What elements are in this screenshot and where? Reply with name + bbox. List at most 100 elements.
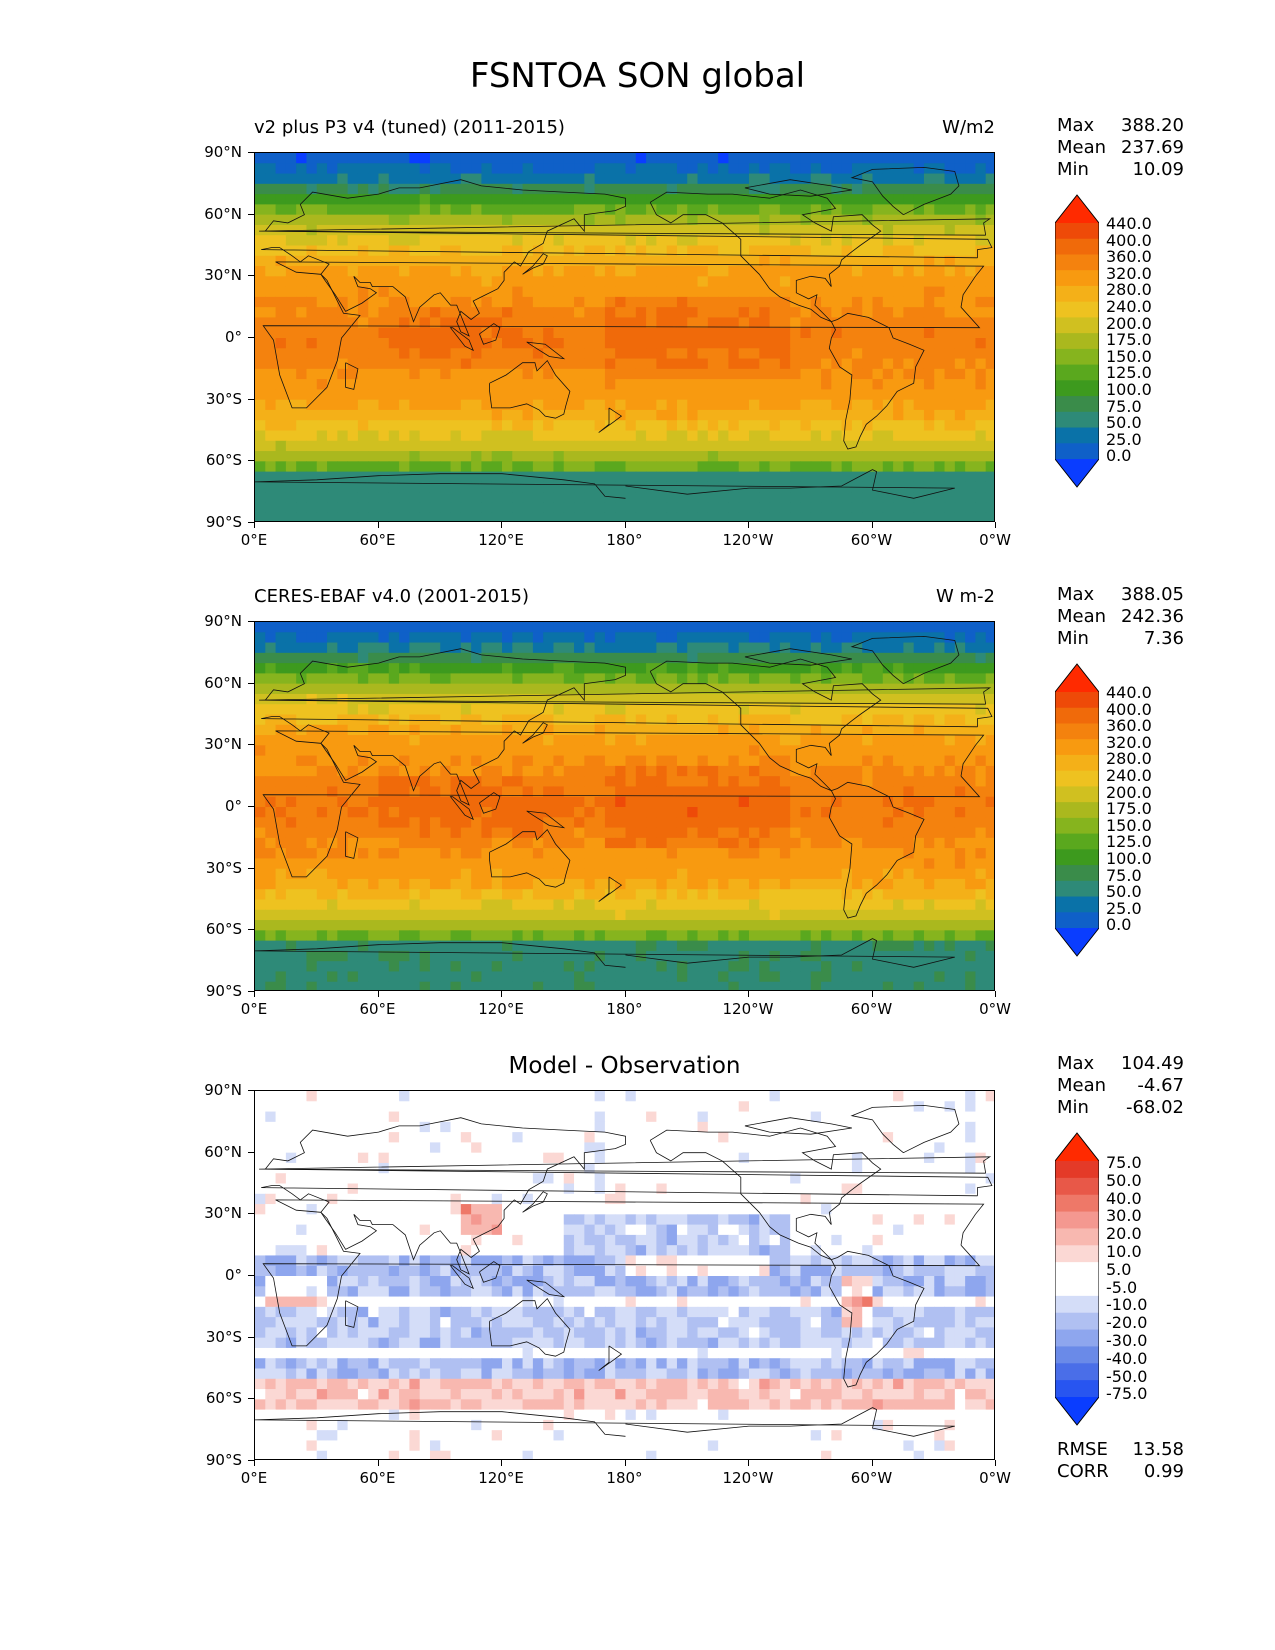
colorbar-label: 40.0 xyxy=(1106,1188,1142,1208)
rmse-corr-box: RMSE 13.58 CORR 0.99 xyxy=(1057,1439,1184,1483)
lat-tick-label: 60°S xyxy=(205,451,242,470)
colorbar-segment xyxy=(1055,1161,1099,1179)
coastline xyxy=(526,341,566,360)
colorbar-label: 400.0 xyxy=(1106,230,1152,250)
coastline xyxy=(489,1297,571,1357)
colorbar-label: 440.0 xyxy=(1106,683,1152,702)
colorbar-label: 0.0 xyxy=(1106,446,1132,466)
colorbar-segment xyxy=(1055,754,1099,772)
stat-key: Max xyxy=(1057,1053,1095,1074)
colorbar-label: 50.0 xyxy=(1106,413,1142,433)
colorbar-segment xyxy=(1055,333,1099,350)
lon-tick-label: 180° xyxy=(606,1000,643,1018)
colorbar-extend-top xyxy=(1055,664,1099,692)
lat-tick-label: 60°N xyxy=(204,1142,242,1161)
lon-tick xyxy=(995,1460,996,1466)
colorbar-segment xyxy=(1055,443,1099,460)
lat-tick xyxy=(248,152,254,153)
lat-tick xyxy=(248,806,254,807)
lat-tick-label: 30°N xyxy=(204,1204,242,1223)
colorbar-segment xyxy=(1055,802,1099,819)
colorbar-label: 25.0 xyxy=(1106,898,1142,918)
units-label: W/m2 xyxy=(942,117,995,138)
colorbar-label: -30.0 xyxy=(1106,1330,1148,1350)
coastline xyxy=(850,166,960,216)
stat-value: -4.67 xyxy=(1137,1075,1184,1096)
panel-title-left: CERES-EBAF v4.0 (2001-2015) xyxy=(254,586,530,607)
coastline xyxy=(262,730,985,878)
stat-key: Min xyxy=(1057,1097,1089,1118)
lat-tick-label: 90°S xyxy=(205,982,242,1000)
stats-box: Max 104.49 Mean -4.67 Min -68.02 xyxy=(1057,1053,1184,1119)
lon-tick xyxy=(254,522,255,528)
coastline xyxy=(262,1199,985,1347)
colorbar-segment xyxy=(1055,1228,1099,1246)
lon-tick-label: 0°E xyxy=(240,531,268,549)
field-cells xyxy=(255,1091,994,1459)
colorbar-label: 75.0 xyxy=(1106,865,1142,885)
coastline xyxy=(479,323,501,345)
coastline xyxy=(598,876,623,902)
coastline xyxy=(345,1300,359,1328)
lat-tick xyxy=(248,275,254,277)
colorbar-segment xyxy=(1055,364,1099,381)
colorbar-segment xyxy=(1055,817,1099,835)
stat-key: Min xyxy=(1057,159,1089,180)
stat-value: 388.05 xyxy=(1121,584,1184,605)
colorbar-labels: 75.0 50.0 40.0 30.0 20.0 10.0 5.0 -5.0 -… xyxy=(1106,1154,1147,1403)
coastline xyxy=(345,831,359,859)
units-label: W m-2 xyxy=(935,586,995,607)
lon-tick-label: 180° xyxy=(606,1469,643,1487)
lat-tick-label: 90°N xyxy=(204,143,242,161)
stat-key: CORR xyxy=(1057,1461,1109,1482)
stat-value: 10.09 xyxy=(1132,159,1184,180)
lat-tick xyxy=(248,337,254,338)
coastline xyxy=(744,648,852,666)
colorbar-label: 175.0 xyxy=(1106,330,1152,350)
lon-tick-label: 60°E xyxy=(359,1000,396,1018)
lon-tick xyxy=(748,522,749,528)
coastline xyxy=(489,359,571,419)
coastline xyxy=(850,1104,960,1154)
colorbar-label: 200.0 xyxy=(1106,313,1152,333)
colorbar-labels: 440.0 400.0 360.0 320.0 280.0 240.0 200.… xyxy=(1106,683,1152,934)
colorbar-segment xyxy=(1055,833,1099,850)
colorbar-label: 360.0 xyxy=(1106,716,1152,736)
lon-tick-label: 120°E xyxy=(478,1469,524,1487)
lat-tick-label: 30°N xyxy=(204,266,242,285)
lon-tick-label: 0°E xyxy=(240,1469,268,1487)
colorbar-segment xyxy=(1055,1363,1099,1381)
colorbar-segment xyxy=(1055,396,1099,413)
lon-tick xyxy=(871,1460,873,1466)
colorbar-label: 100.0 xyxy=(1106,848,1152,868)
colorbar-segment xyxy=(1055,880,1099,898)
lat-tick-label: 0° xyxy=(224,797,242,815)
colorbar-label: 5.0 xyxy=(1106,1259,1132,1279)
lat-tick-label: 30°S xyxy=(205,1327,242,1346)
lon-tick xyxy=(995,991,996,997)
colorbar-segment xyxy=(1055,1279,1099,1297)
lat-tick xyxy=(248,867,254,869)
coastline xyxy=(255,1407,955,1437)
colorbar-label: 150.0 xyxy=(1106,346,1152,366)
stat-value: 242.36 xyxy=(1121,606,1184,627)
lon-tick-label: 120°E xyxy=(478,1000,524,1018)
coastline xyxy=(261,648,993,806)
coastline xyxy=(259,218,992,236)
colorbar-segment xyxy=(1055,411,1099,429)
lat-tick-label: 90°S xyxy=(205,1451,242,1469)
lat-tick-label: 90°N xyxy=(204,612,242,630)
stat-key: Max xyxy=(1057,115,1095,136)
lat-tick-label: 60°S xyxy=(205,1389,242,1408)
coastline xyxy=(259,1156,992,1174)
lon-tick xyxy=(624,1460,626,1466)
stat-key: Mean xyxy=(1057,137,1107,158)
lat-tick-label: 60°N xyxy=(204,673,242,692)
colorbar-segment xyxy=(1055,1245,1099,1263)
stat-key: Max xyxy=(1057,584,1095,605)
colorbar-segment xyxy=(1055,1329,1099,1348)
lon-tick-label: 60°W xyxy=(850,531,893,549)
colorbar-label: 75.0 xyxy=(1106,1153,1142,1172)
colorbar-label: -40.0 xyxy=(1106,1348,1148,1368)
panel-model: v2 plus P3 v4 (tuned) (2011-2015) W/m2 M… xyxy=(0,0,1275,549)
